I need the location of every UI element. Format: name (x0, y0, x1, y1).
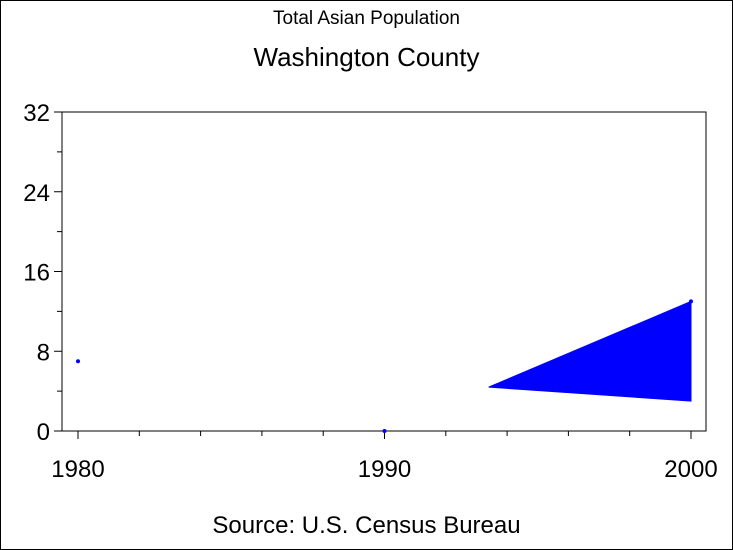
plot-marks (76, 299, 693, 433)
chart-title: Total Asian Population (273, 8, 460, 29)
x-axis: 1980 1990 2000 (51, 431, 718, 483)
chart-subtitle: Washington County (253, 42, 480, 72)
y-tick-label: 24 (23, 180, 50, 207)
data-point (382, 429, 387, 433)
y-tick-label: 32 (23, 100, 50, 127)
data-point (689, 299, 693, 304)
y-tick-label: 8 (37, 339, 50, 366)
x-tick-label: 2000 (664, 456, 717, 483)
y-axis: 0 8 16 24 32 (23, 100, 62, 446)
y-tick-label: 0 (37, 419, 50, 446)
source-note: Source: U.S. Census Bureau (212, 512, 521, 539)
shaded-area (488, 300, 692, 402)
data-point (76, 359, 80, 364)
x-tick-label: 1990 (358, 456, 411, 483)
x-tick-label: 1980 (51, 456, 104, 483)
y-tick-label: 16 (23, 260, 50, 287)
